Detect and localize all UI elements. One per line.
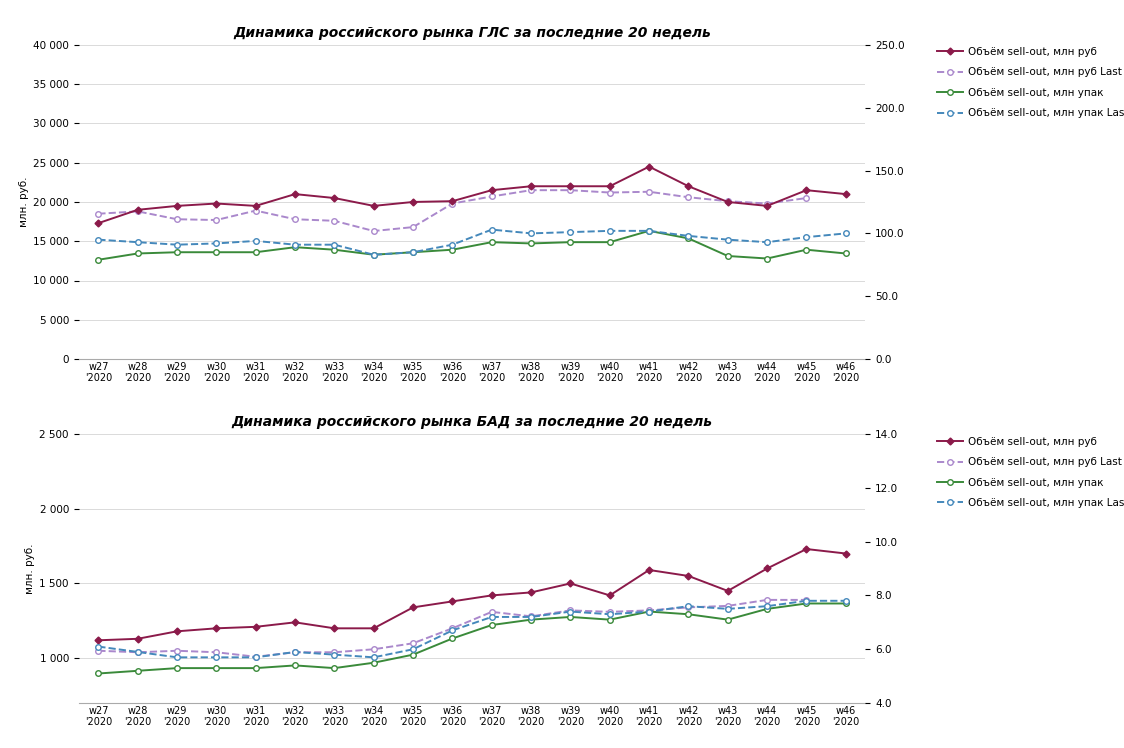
Title: Динамика российского рынка ГЛС за последние 20 недель: Динамика российского рынка ГЛС за послед… <box>233 25 711 40</box>
Y-axis label: млн. руб.: млн. руб. <box>19 177 29 227</box>
Legend: Объём sell-out, млн руб, Объём sell-out, млн руб Last Year, Объём sell-out, млн : Объём sell-out, млн руб, Объём sell-out,… <box>934 44 1124 121</box>
Title: Динамика российского рынка БАД за последние 20 недель: Динамика российского рынка БАД за послед… <box>232 414 713 429</box>
Legend: Объём sell-out, млн руб, Объём sell-out, млн руб Last Year, Объём sell-out, млн : Объём sell-out, млн руб, Объём sell-out,… <box>934 434 1124 511</box>
Y-axis label: млн. руб.: млн. руб. <box>26 543 35 594</box>
